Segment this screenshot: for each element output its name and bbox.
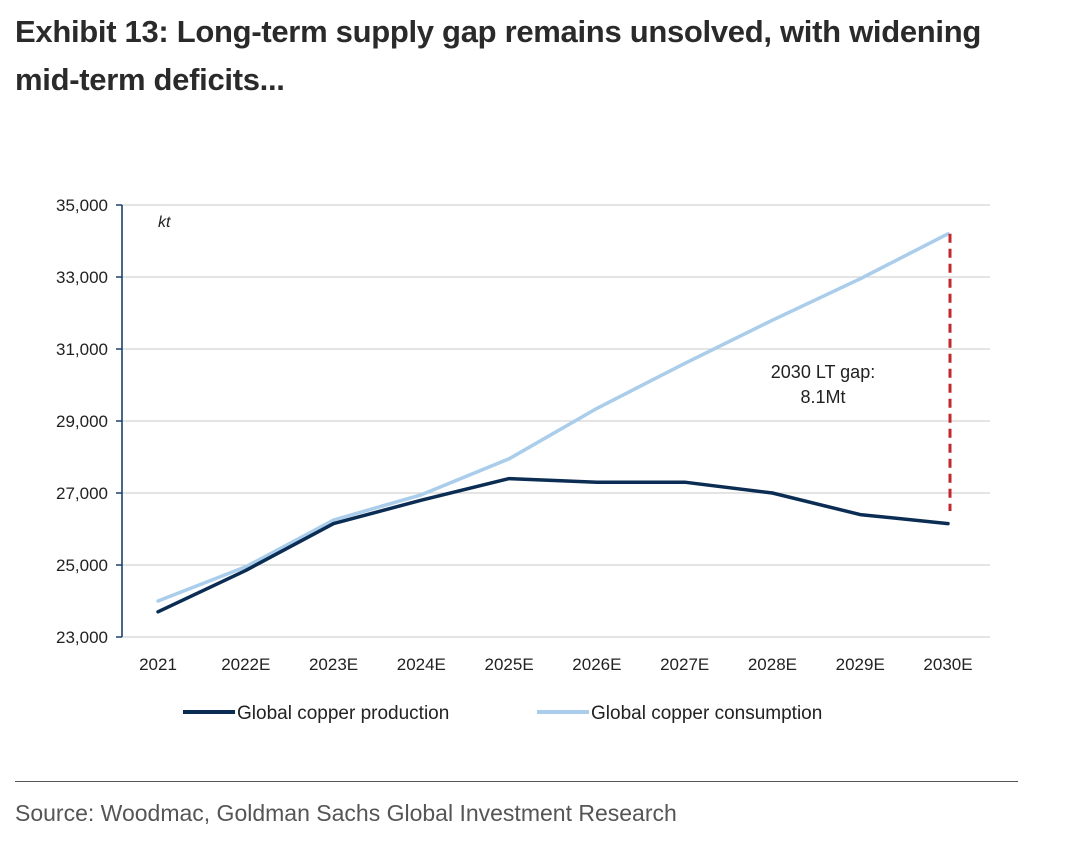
y-tick-label: 31,000 xyxy=(56,340,108,359)
consumption-line xyxy=(156,232,950,603)
series-lines xyxy=(156,232,950,614)
unit-label: kt xyxy=(158,214,171,231)
x-tick-label: 2027E xyxy=(660,655,709,674)
legend-consumption-label: Global copper consumption xyxy=(591,703,822,724)
x-axis-ticks: 2021 2022E 2023E 2024E 2025E 2026E 2027E 2028E 2… xyxy=(139,655,973,674)
y-tick-label: 35,000 xyxy=(56,196,108,215)
source-note: Source: Woodmac, Goldman Sachs Global In… xyxy=(15,800,677,826)
y-tick-label: 25,000 xyxy=(56,556,108,575)
y-tick-label: 29,000 xyxy=(56,412,108,431)
y-tick-label: 27,000 xyxy=(56,484,108,503)
x-tick-label: 2025E xyxy=(485,655,534,674)
x-tick-label: 2023E xyxy=(309,655,358,674)
exhibit-title: Exhibit 13: Long-term supply gap remains… xyxy=(15,14,982,97)
legend: Global copper production Global copper co… xyxy=(183,703,822,724)
y-tick-label: 23,000 xyxy=(56,628,108,647)
gap-annotation-label: 2030 LT gap: xyxy=(771,362,875,382)
y-tick-label: 33,000 xyxy=(56,268,108,287)
x-tick-label: 2029E xyxy=(836,655,885,674)
x-tick-label: 2022E xyxy=(221,655,270,674)
production-line xyxy=(156,476,950,614)
x-tick-label: 2030E xyxy=(923,655,972,674)
legend-production-label: Global copper production xyxy=(237,703,449,724)
x-tick-label: 2028E xyxy=(748,655,797,674)
x-tick-label: 2026E xyxy=(572,655,621,674)
y-axis-ticks: 23,000 25,000 27,000 29,000 31,000 33,000 35,0… xyxy=(56,196,122,647)
x-tick-label: 2024E xyxy=(397,655,446,674)
gap-annotation-value: 8.1Mt xyxy=(800,387,845,407)
x-tick-label: 2021 xyxy=(139,655,177,674)
footer-divider xyxy=(15,781,1018,782)
gridlines xyxy=(122,204,990,638)
